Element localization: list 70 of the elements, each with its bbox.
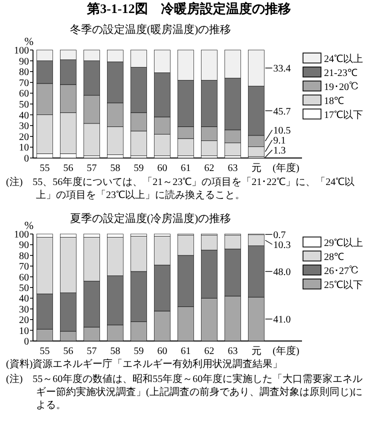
data-label: 33.4 (273, 64, 291, 75)
x-tick-label: 56 (63, 163, 74, 174)
x-tick-label: 62 (204, 163, 214, 174)
x-tick-label: 58 (110, 346, 120, 357)
y-tick-label: 40 (19, 294, 29, 305)
legend-label: 25℃以下 (324, 279, 363, 291)
legend-label: 24℃以上 (324, 53, 363, 65)
x-tick-label: 61 (180, 346, 191, 357)
y-tick-label: 70 (19, 262, 29, 273)
data-label: 10.3 (273, 240, 291, 251)
text: (注) 55～60年度の数値は、昭和55年度～60年度に実施した「大口需要家エネルギー節約実施状況調査」(上記調査の前身であり、調査対象は原則同じ)による。 (6, 373, 364, 412)
x-tick-label: 62 (204, 346, 214, 357)
data-label: 1.3 (273, 146, 286, 156)
chart-title: 夏季の設定温度(冷房温度)の推移 (70, 212, 232, 225)
legend-label: 17℃以下 (324, 109, 363, 121)
y-tick-label: 60 (19, 88, 29, 100)
y-tick-label: 30 (19, 304, 29, 316)
x-tick-label: 56 (63, 346, 74, 357)
x-tick-label: 63 (228, 346, 238, 357)
data-label: 41.0 (273, 314, 291, 326)
x-tick-label: 元 (251, 346, 262, 357)
legend-label: 19･20℃ (324, 82, 359, 93)
y-tick-label: 90 (19, 240, 29, 252)
y-tick-label: 30 (19, 121, 29, 132)
x-axis-title: (年度) (272, 162, 300, 174)
y-tick-label: 100 (14, 230, 29, 240)
x-tick-label: 59 (134, 163, 144, 174)
y-tick-label: 50 (19, 100, 29, 110)
y-tick-label: 10 (19, 326, 29, 337)
text: (資料)資源エネルギー庁「エネルギー有効利用状況調査結果」 (6, 358, 284, 371)
y-tick-label: 40 (19, 110, 29, 122)
y-axis-title: % (24, 220, 34, 232)
y-tick-label: 0 (24, 336, 29, 348)
y-tick-label: 10 (19, 142, 29, 154)
y-tick-label: 80 (19, 67, 29, 78)
y-tick-label: 90 (19, 56, 29, 68)
y-axis-title: % (24, 36, 34, 48)
legend-label: 26･27℃ (324, 266, 359, 277)
x-tick-label: 58 (110, 163, 120, 174)
legend-label: 21-23℃ (324, 68, 358, 79)
x-tick-label: 57 (86, 163, 97, 174)
data-label: 45.7 (273, 106, 291, 118)
x-tick-label: 60 (157, 163, 168, 174)
legend-label: 29℃以上 (324, 237, 363, 249)
text: (注) 55、56年度については、「21～23℃」の項目を「21･22℃」に、「24℃以上」の項目を「23℃以上」に読み換えること。 (6, 176, 356, 202)
data-label: 10.5 (273, 126, 291, 136)
y-tick-label: 70 (19, 78, 29, 89)
x-axis-title: (年度) (272, 345, 300, 357)
chart-subtitle: 冬季の設定温度(暖房温度)の推移 (70, 23, 232, 36)
data-label: 0.7 (273, 230, 286, 241)
x-tick-label: 63 (228, 163, 238, 174)
x-tick-label: 59 (134, 346, 144, 357)
y-tick-label: 50 (19, 283, 29, 294)
chart-title: 第3-1-12図 冷暖房設定温度の推移 (86, 1, 291, 16)
y-tick-label: 60 (19, 272, 29, 284)
y-tick-label: 100 (14, 46, 29, 56)
legend-label: 28℃ (324, 252, 344, 263)
data-label: 48.0 (273, 266, 291, 278)
y-tick-label: 20 (19, 132, 29, 143)
x-tick-label: 60 (157, 346, 168, 357)
x-tick-label: 61 (180, 163, 191, 174)
x-tick-label: 55 (40, 346, 50, 357)
legend-label: 18℃ (324, 96, 344, 107)
y-tick-label: 0 (24, 154, 29, 164)
x-tick-label: 57 (86, 346, 97, 357)
y-tick-label: 20 (19, 315, 29, 326)
x-tick-label: 元 (251, 163, 262, 174)
data-label: 9.1 (273, 136, 286, 146)
y-tick-label: 80 (19, 250, 29, 262)
x-tick-label: 55 (40, 163, 50, 174)
